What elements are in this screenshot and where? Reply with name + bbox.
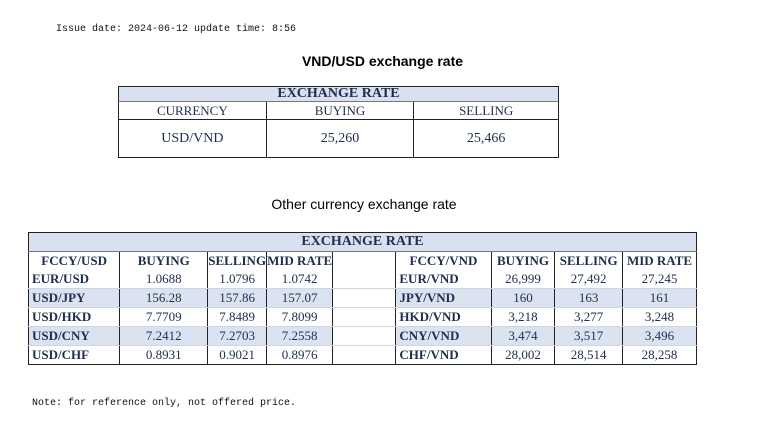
spacer-cell: [332, 270, 397, 289]
table-row: USD/JPY 156.28 157.86 157.07 JPY/VND 160 163 16…: [28, 288, 697, 308]
header-fccy-usd: FCCY/USD: [28, 251, 121, 270]
main-title: VND/USD exchange rate: [301, 53, 464, 69]
right-pair-cell: CNY/VND: [395, 326, 492, 346]
left-pair-cell: EUR/USD: [28, 270, 121, 289]
other-rate-table: EXCHANGE RATE FCCY/USD BUYING SELLING MI…: [28, 232, 697, 365]
right-buying-cell: 3,218: [491, 307, 556, 327]
right-selling-cell: 163: [554, 288, 624, 308]
header-mid-rate: MID RATE: [266, 251, 334, 270]
buying-cell: 25,260: [266, 119, 415, 158]
right-mid-rate-cell: 28,258: [641, 347, 678, 362]
table-row: USD/VND 25,260 25,466: [118, 119, 559, 158]
header-buying: BUYING: [266, 101, 415, 120]
header-buying: BUYING: [491, 251, 556, 270]
header-selling: SELLING: [207, 251, 268, 270]
table-row: EUR/USD 1.0688 1.0796 1.0742 EUR/VND 26,999 27…: [28, 270, 697, 289]
left-selling-cell: 157.86: [207, 288, 268, 308]
right-selling-cell: 27,492: [554, 270, 624, 289]
left-buying-cell: 0.8931: [119, 345, 209, 365]
right-buying-cell: 3,474: [491, 326, 556, 346]
table-row: USD/CHF 0.8931 0.9021 0.8976 CHF/VND 28,002 28…: [28, 345, 697, 365]
left-mid-rate-cell: 1.0742: [266, 270, 334, 289]
right-mid-rate-cell: 3,496: [622, 326, 697, 346]
right-pair-cell: HKD/VND: [395, 307, 492, 327]
table-row: USD/CNY 7.2412 7.2703 7.2558 CNY/VND 3,474 3,5…: [28, 326, 697, 346]
right-buying-cell: 28,002: [491, 345, 556, 365]
currency-cell: USD/VND: [118, 119, 267, 158]
left-buying-cell: 1.0688: [119, 270, 209, 289]
header-selling: SELLING: [554, 251, 624, 270]
left-mid-rate-cell: 157.07: [266, 288, 334, 308]
left-selling-cell: 7.8489: [207, 307, 268, 327]
right-mid-rate-cell: 27,245: [622, 270, 697, 289]
spacer-cell: [332, 345, 397, 365]
table-band: EXCHANGE RATE: [118, 86, 559, 102]
right-mid-rate-cell: 161: [622, 288, 697, 308]
header-buying: BUYING: [119, 251, 209, 270]
left-buying-cell: 7.2412: [119, 326, 209, 346]
right-selling-cell: 28,514: [554, 345, 624, 365]
left-pair-cell: USD/CNY: [28, 326, 121, 346]
right-buying-cell: 160: [491, 288, 556, 308]
right-buying-cell: 26,999: [491, 270, 556, 289]
header-row: CURRENCY BUYING SELLING: [118, 101, 559, 120]
left-mid-rate-cell: 7.8099: [266, 307, 334, 327]
spacer-cell: [332, 288, 397, 308]
left-buying-cell: 156.28: [119, 288, 209, 308]
issue-date-line: Issue date: 2024-06-12 update time: 8:56: [56, 24, 297, 35]
spacer-cell: [332, 326, 397, 346]
band-title: EXCHANGE RATE: [301, 234, 424, 249]
right-mid-rate-cell: 3,248: [622, 307, 697, 327]
right-pair-cell: EUR/VND: [395, 270, 492, 289]
left-pair-cell: USD/HKD: [28, 307, 121, 327]
header-currency: CURRENCY: [118, 101, 267, 120]
header-fccy-vnd: FCCY/VND: [395, 251, 492, 270]
left-selling-cell: 7.2703: [207, 326, 268, 346]
reference-note: Note: for reference only, not offered pr…: [32, 398, 297, 409]
header-selling: SELLING: [413, 101, 559, 120]
selling-cell: 25,466: [466, 130, 506, 146]
left-selling-cell: 0.9021: [207, 345, 268, 365]
left-mid-rate-cell: 0.8976: [266, 345, 334, 365]
spacer-cell: [332, 307, 397, 327]
left-selling-cell: 1.0796: [207, 270, 268, 289]
table-band: EXCHANGE RATE: [28, 232, 697, 252]
left-pair-cell: USD/CHF: [28, 345, 121, 365]
left-pair-cell: USD/JPY: [28, 288, 121, 308]
right-selling-cell: 3,517: [554, 326, 624, 346]
left-buying-cell: 7.7709: [119, 307, 209, 327]
band-title: EXCHANGE RATE: [277, 86, 400, 101]
right-selling-cell: 3,277: [554, 307, 624, 327]
left-mid-rate-cell: 7.2558: [266, 326, 334, 346]
header-row: FCCY/USD BUYING SELLING MID RATE FCCY/VN…: [28, 251, 697, 270]
right-pair-cell: CHF/VND: [395, 345, 492, 365]
spacer-cell: [332, 251, 397, 270]
rate-rows: EUR/USD 1.0688 1.0796 1.0742 EUR/VND 26,999 27…: [28, 270, 697, 365]
other-title: Other currency exchange rate: [271, 196, 457, 212]
header-mid-rate: MID RATE: [626, 253, 693, 268]
table-row: USD/HKD 7.7709 7.8489 7.8099 HKD/VND 3,218 3,2…: [28, 307, 697, 327]
right-pair-cell: JPY/VND: [395, 288, 492, 308]
vnd-usd-rate-table: EXCHANGE RATE CURRENCY BUYING SELLING US…: [118, 86, 559, 158]
